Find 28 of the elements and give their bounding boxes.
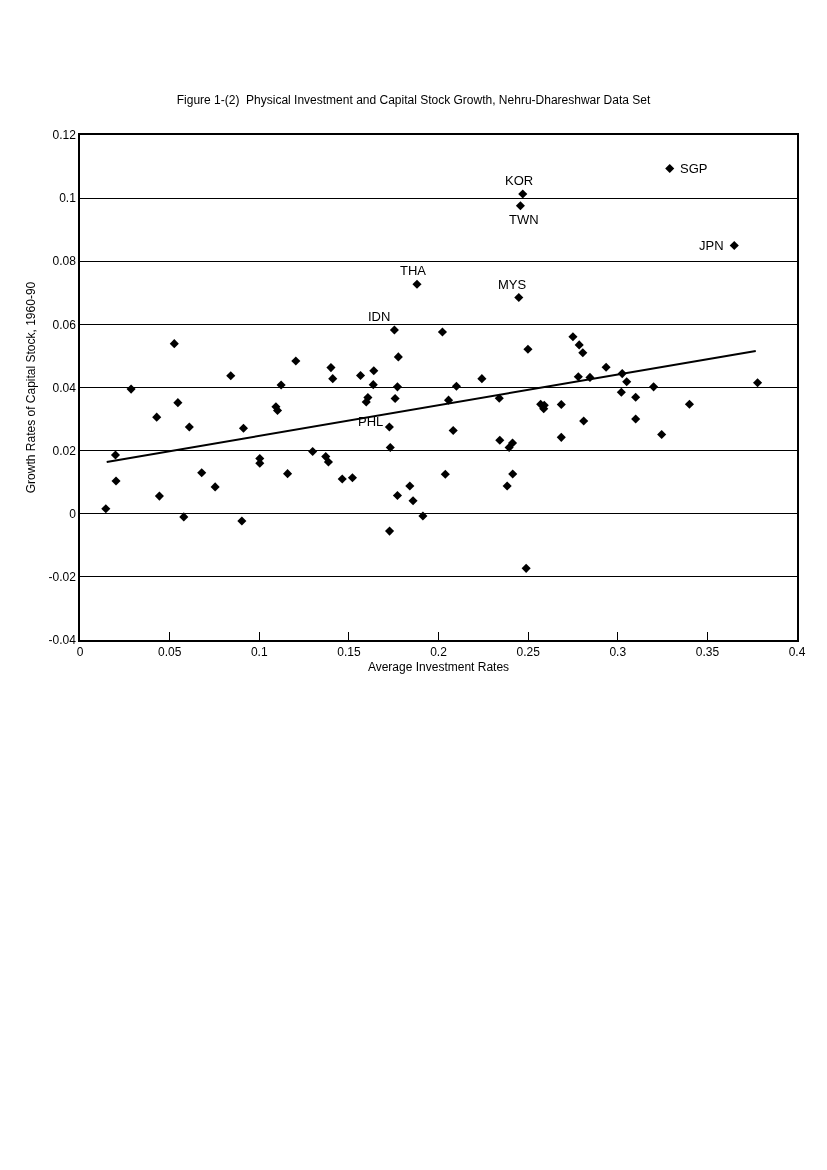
y-tick-label: 0.06 — [52, 317, 77, 332]
y-tick-label: 0.12 — [52, 128, 77, 143]
annotation: THA — [400, 263, 427, 278]
x-tick-label: 0.15 — [337, 645, 361, 660]
annotation: JPN — [699, 238, 724, 253]
chart-title: Figure 1-(2) Physical Investment and Capital Stock Growth, Nehru-Dhareshwar Data Set — [176, 92, 651, 107]
x-tick-label: 0.2 — [430, 645, 448, 660]
x-tick-label: 0.25 — [516, 645, 541, 660]
x-tick-label: 0.35 — [695, 645, 720, 660]
annotation: KOR — [505, 173, 534, 188]
annotation: SGP — [680, 161, 708, 176]
x-tick-label: 0.4 — [788, 645, 806, 660]
y-tick-label: 0.02 — [52, 443, 77, 458]
annotation: PHL — [358, 414, 384, 429]
annotation: IDN — [368, 309, 391, 324]
y-tick-label: -0.04 — [48, 633, 77, 648]
x-tick-label: 0.3 — [609, 645, 627, 660]
y-tick-label: 0 — [69, 506, 77, 521]
y-tick-label: 0.08 — [52, 254, 77, 269]
x-tick-label: 0.05 — [157, 645, 182, 660]
y-axis-title: Growth Rates of Capital Stock, 1960-90 — [24, 281, 39, 494]
annotation: MYS — [498, 277, 527, 292]
x-axis-title: Average Investment Rates — [367, 659, 510, 674]
y-tick-label: -0.02 — [48, 570, 77, 585]
y-tick-label: 0.04 — [52, 380, 77, 395]
x-tick-label: 0.1 — [250, 645, 268, 660]
y-tick-label: 0.1 — [59, 191, 77, 206]
annotation: TWN — [509, 212, 539, 227]
